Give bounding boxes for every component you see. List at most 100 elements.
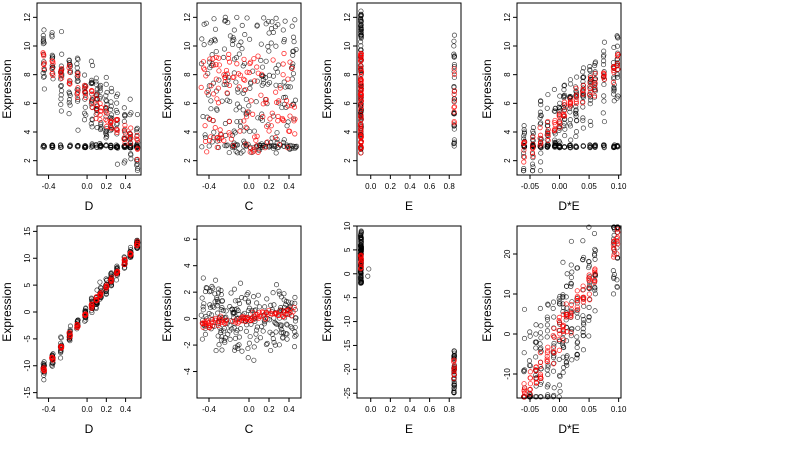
observed-point [276, 288, 282, 294]
observed-point [567, 144, 573, 150]
y-axis-label: Expression [160, 59, 174, 118]
fitted-point [260, 101, 266, 107]
fitted-point [207, 323, 213, 329]
fitted-point [537, 373, 544, 379]
fitted-point [614, 53, 621, 59]
observed-point [206, 289, 213, 295]
observed-point [561, 365, 567, 371]
fitted-point [127, 131, 133, 137]
observed-point [229, 306, 235, 312]
observed-point [358, 244, 364, 250]
fitted-point [569, 306, 575, 313]
fitted-point [121, 136, 127, 142]
observed-point [257, 335, 264, 341]
x-tick-label: 0.2 [263, 182, 275, 191]
observed-point [537, 168, 543, 174]
observed-point [451, 350, 458, 356]
observed-point [75, 143, 81, 149]
observed-point [561, 93, 567, 99]
observed-point [611, 82, 617, 88]
fitted-point [561, 337, 567, 343]
observed-point [41, 86, 47, 92]
observed-point [538, 348, 544, 354]
observed-point [211, 304, 217, 310]
fitted-point [592, 271, 598, 277]
y-tick-label: 4 [343, 129, 352, 134]
observed-point [241, 128, 247, 134]
observed-point [574, 314, 581, 320]
observed-point [293, 315, 299, 321]
observed-point [285, 84, 291, 90]
observed-point [538, 120, 544, 126]
y-axis-label: Expression [480, 282, 494, 341]
x-tick-label: 0.0 [243, 405, 255, 414]
observed-point [104, 133, 110, 139]
x-tick-label: 0.4 [404, 405, 416, 414]
y-tick-label: 5 [343, 247, 352, 252]
observed-point [259, 111, 265, 117]
observed-point [108, 103, 114, 109]
observed-point [218, 287, 224, 294]
observed-point [562, 126, 568, 132]
observed-point [265, 44, 271, 50]
fitted-point [521, 381, 527, 387]
observed-point [218, 337, 225, 343]
x-tick-label: -0.4 [202, 405, 216, 414]
observed-point [200, 307, 206, 313]
observed-point [97, 279, 103, 285]
observed-point [97, 143, 103, 149]
observed-point [58, 92, 64, 98]
fitted-point [358, 122, 364, 128]
fitted-point [527, 375, 533, 381]
observed-point [569, 269, 575, 275]
fitted-point [200, 65, 207, 71]
observed-point [533, 383, 539, 389]
fitted-point [591, 279, 598, 285]
fitted-point [568, 310, 574, 316]
observed-point [93, 75, 99, 81]
observed-point [561, 344, 567, 351]
observed-point [291, 39, 297, 45]
fitted-point [226, 59, 233, 65]
observed-point [586, 258, 592, 264]
observed-point [235, 343, 241, 349]
observed-point [199, 336, 205, 342]
observed-point [289, 325, 295, 331]
observed-point [235, 89, 241, 95]
observed-point [74, 78, 80, 84]
observed-point [283, 331, 289, 337]
fitted-point [218, 313, 224, 319]
observed-point [253, 99, 259, 105]
fitted-point [251, 78, 258, 84]
fitted-point [287, 306, 293, 312]
observed-point [568, 81, 574, 87]
observed-point [244, 15, 250, 21]
observed-point [114, 161, 120, 167]
fitted-point [50, 355, 56, 361]
observed-point [586, 304, 592, 310]
fitted-point [610, 67, 617, 74]
fitted-point [615, 66, 621, 72]
fitted-point [49, 58, 55, 64]
fitted-points [520, 51, 621, 165]
fitted-point [537, 359, 544, 365]
fitted-point [204, 149, 210, 155]
observed-point [237, 118, 244, 124]
fitted-point [66, 330, 72, 336]
observed-point [104, 89, 110, 96]
fitted-point [521, 394, 527, 400]
fitted-point [41, 368, 47, 374]
observed-point [273, 320, 279, 327]
observed-point [242, 32, 248, 38]
y-tick-label: 6 [343, 101, 352, 106]
observed-point [266, 72, 272, 78]
y-tick-label: 6 [503, 101, 512, 106]
observed-point [245, 307, 251, 314]
fitted-point [213, 62, 219, 68]
observed-point [262, 304, 268, 310]
observed-point [586, 314, 592, 320]
observed-point [233, 55, 239, 61]
observed-point [268, 40, 274, 46]
observed-point [277, 83, 283, 89]
observed-point [134, 162, 140, 168]
